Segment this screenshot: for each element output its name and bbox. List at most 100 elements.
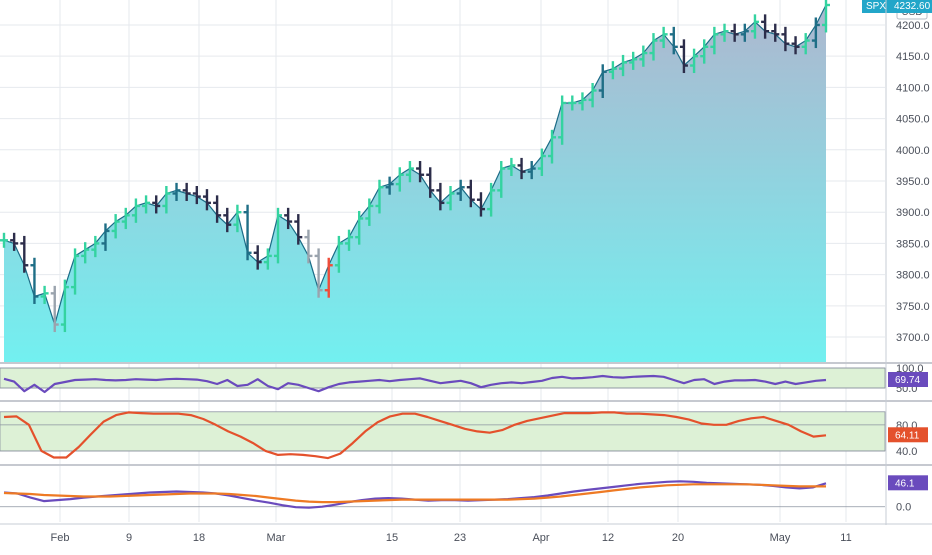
indicator-band: [0, 411, 886, 452]
ohlc-bar: [487, 182, 496, 217]
ohlc-bar: [436, 182, 445, 211]
y-tick-label: 4150.0: [896, 51, 930, 63]
ohlc-bar: [771, 23, 780, 42]
x-tick-label: 15: [386, 532, 398, 544]
indicator-value-tag: 69.74: [888, 372, 928, 387]
x-tick-label: 11: [840, 532, 851, 544]
ohlc-bar: [750, 14, 759, 39]
x-tick-label: 20: [672, 532, 684, 544]
ticker-price-tag: SPX 4232.60: [862, 0, 932, 13]
ohlc-bar: [81, 242, 90, 264]
ohlc-bar: [497, 161, 506, 198]
y-tick-label: 4000.0: [896, 145, 930, 157]
y-tick-label: 3800.0: [896, 270, 930, 282]
x-tick-label: 12: [602, 532, 614, 544]
ohlc-bar: [91, 235, 100, 258]
price-area: [4, 5, 826, 362]
ohlc-bar: [355, 210, 364, 245]
ohlc-bar: [629, 51, 638, 70]
y-tick-label: 4100.0: [896, 82, 930, 94]
ohlc-bar: [446, 185, 455, 211]
ohlc-bar: [152, 195, 161, 214]
y-tick-label: 3750.0: [896, 301, 930, 313]
indicator-line: [3, 411, 827, 460]
ohlc-bar: [761, 14, 770, 39]
ohlc-bar: [192, 185, 201, 205]
ohlc-bar: [365, 198, 374, 226]
y-tick-label: 40.0: [896, 446, 917, 458]
ohlc-bar: [182, 182, 191, 201]
time-axis: Feb 9 18 Mar 15 23 Apr 12 20 May 11: [51, 532, 852, 544]
ohlc-bar: [679, 39, 688, 74]
ohlc-bar: [253, 245, 262, 270]
x-tick-label: Feb: [51, 532, 70, 544]
ohlc-bar: [334, 235, 343, 273]
ohlc-bar: [639, 45, 648, 67]
last-price-label: 4232.60: [894, 1, 931, 12]
ohlc-bar: [598, 64, 607, 98]
ohlc-bar: [294, 214, 303, 245]
ohlc-bar: [416, 161, 425, 183]
indicator-pane-3: 0.0 46.1: [0, 464, 932, 522]
y-tick-label: 3950.0: [896, 176, 930, 188]
ohlc-bar: [142, 195, 151, 214]
ohlc-bar: [324, 257, 333, 298]
ohlc-bar: [263, 248, 272, 270]
ohlc-bar: [619, 54, 628, 77]
ohlc-bar: [537, 148, 546, 177]
ohlc-bar: [172, 182, 181, 201]
ticker-label: SPX: [866, 1, 886, 12]
ohlc-bar: [548, 129, 556, 164]
ohlc-bar: [801, 33, 810, 55]
x-tick-label: May: [770, 532, 791, 544]
ohlc-bar: [395, 167, 404, 192]
ohlc-bar: [233, 204, 242, 233]
ohlc-bar: [527, 161, 536, 180]
ohlc-bar: [274, 207, 282, 264]
indicator-value-label: 46.1: [895, 478, 915, 489]
y-tick-label: 4200.0: [896, 20, 930, 32]
ohlc-bar: [375, 179, 384, 214]
ohlc-bar: [30, 257, 39, 304]
ohlc-bar: [476, 192, 485, 217]
x-tick-label: Mar: [267, 532, 286, 544]
x-tick-label: 9: [126, 532, 132, 544]
indicator-value-label: 69.74: [895, 375, 920, 386]
ohlc-bar: [781, 26, 790, 52]
price-line: [3, 4, 827, 327]
y-tick-label: 4050.0: [896, 114, 930, 126]
ohlc-bar: [791, 36, 800, 55]
ohlc-bar: [507, 157, 516, 177]
ohlc-bar: [558, 95, 567, 145]
ohlc-bar: [426, 167, 435, 198]
x-tick-label: Apr: [532, 532, 549, 544]
ohlc-bar: [71, 248, 80, 295]
ohlc-bar: [578, 92, 587, 111]
y-tick-label: 3900.0: [896, 207, 930, 219]
ohlc-bar: [811, 17, 820, 49]
indicator-value-tag: 46.1: [888, 475, 928, 491]
ohlc-bar: [111, 214, 120, 239]
ohlc-bar: [121, 207, 130, 230]
ohlc-bar: [608, 61, 617, 80]
ohlc-bar: [517, 157, 526, 180]
ohlc-bar: [466, 179, 475, 208]
indicator-value-label: 64.11: [895, 430, 920, 441]
indicator-band: [0, 367, 886, 389]
ohlc-bar: [131, 198, 140, 223]
ohlc-bar: [710, 26, 719, 55]
ohlc-bar: [690, 48, 699, 74]
y-tick-label: 3850.0: [896, 238, 930, 250]
ohlc-bar: [588, 83, 597, 108]
ohlc-bar: [730, 23, 739, 42]
ohlc-bar: [669, 26, 678, 55]
ohlc-bar: [40, 285, 49, 304]
x-tick-label: 23: [454, 532, 466, 544]
ohlc-bar: [649, 33, 658, 61]
ohlc-bar: [60, 279, 69, 333]
ohlc-bar: [456, 179, 465, 201]
ohlc-bar: [284, 207, 293, 230]
